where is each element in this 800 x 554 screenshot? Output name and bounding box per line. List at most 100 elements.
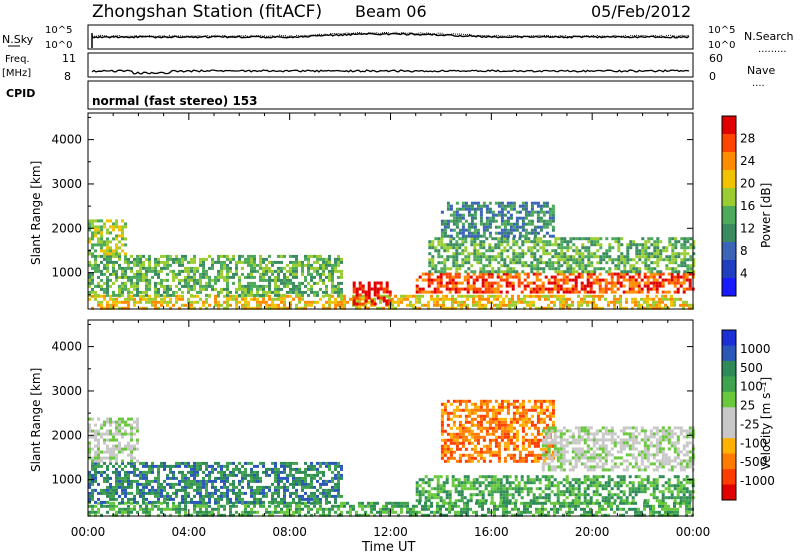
data-pixel <box>367 513 370 517</box>
data-pixel <box>103 263 106 267</box>
data-pixel <box>166 293 169 297</box>
data-pixel <box>664 303 667 307</box>
data-pixel <box>385 302 389 306</box>
data-pixel <box>556 284 560 288</box>
data-pixel <box>512 249 516 253</box>
data-pixel <box>205 293 208 297</box>
data-pixel <box>289 290 292 294</box>
data-pixel <box>442 303 445 307</box>
data-pixel <box>412 504 415 508</box>
data-pixel <box>298 306 301 310</box>
data-pixel <box>670 303 673 307</box>
data-pixel <box>631 290 635 294</box>
data-pixel <box>379 287 383 291</box>
data-pixel <box>455 264 459 268</box>
data-pixel <box>467 414 471 418</box>
data-pixel <box>301 297 304 301</box>
data-pixel <box>106 476 109 480</box>
data-pixel <box>587 240 591 244</box>
data-pixel <box>268 467 271 471</box>
data-pixel <box>217 278 220 282</box>
data-pixel <box>536 261 540 265</box>
data-pixel <box>584 246 588 250</box>
data-pixel <box>214 497 217 501</box>
data-pixel <box>470 435 474 439</box>
data-pixel <box>211 494 214 498</box>
data-pixel <box>103 252 106 256</box>
data-pixel <box>467 222 471 226</box>
data-pixel <box>223 491 226 495</box>
data-pixel <box>464 447 468 451</box>
data-pixel <box>509 429 513 433</box>
data-pixel <box>202 494 205 498</box>
data-pixel <box>539 432 543 436</box>
data-pixel <box>322 290 325 294</box>
data-pixel <box>622 275 626 279</box>
data-pixel <box>679 504 682 508</box>
data-pixel <box>605 237 609 241</box>
data-pixel <box>500 219 504 223</box>
data-pixel <box>115 234 118 238</box>
data-pixel <box>440 408 444 412</box>
data-pixel <box>130 435 133 439</box>
data-pixel <box>646 501 649 505</box>
data-pixel <box>187 491 190 495</box>
data-pixel <box>208 284 211 288</box>
data-pixel <box>620 261 624 265</box>
data-pixel <box>473 201 477 205</box>
data-pixel <box>157 306 160 310</box>
data-pixel <box>169 269 172 273</box>
data-pixel <box>466 272 470 276</box>
data-pixel <box>157 287 160 291</box>
data-pixel <box>238 281 241 285</box>
data-pixel <box>178 513 181 517</box>
data-pixel <box>202 272 205 276</box>
data-pixel <box>659 252 663 256</box>
data-pixel <box>566 267 570 271</box>
data-pixel <box>124 476 127 480</box>
data-pixel <box>181 488 184 492</box>
data-pixel <box>154 300 157 304</box>
data-pixel <box>421 278 425 282</box>
data-pixel <box>193 294 196 298</box>
data-pixel <box>538 513 541 517</box>
data-pixel <box>607 303 610 307</box>
data-pixel <box>476 408 480 412</box>
data-pixel <box>367 306 370 310</box>
data-pixel <box>589 272 593 276</box>
data-pixel <box>163 294 166 298</box>
data-pixel <box>578 252 582 256</box>
data-pixel <box>542 201 546 205</box>
data-pixel <box>466 306 469 310</box>
data-pixel <box>343 297 346 301</box>
data-pixel <box>461 423 465 427</box>
data-pixel <box>100 294 103 298</box>
data-pixel <box>461 261 465 265</box>
data-pixel <box>199 272 202 276</box>
data-pixel <box>304 290 307 294</box>
data-pixel <box>124 284 127 288</box>
data-pixel <box>673 501 676 505</box>
data-pixel <box>298 513 301 517</box>
data-pixel <box>586 284 590 288</box>
data-pixel <box>226 266 229 270</box>
data-pixel <box>202 461 205 465</box>
data-pixel <box>530 264 534 268</box>
data-pixel <box>325 497 328 501</box>
data-pixel <box>169 257 172 261</box>
data-pixel <box>169 513 172 517</box>
data-pixel <box>551 264 555 268</box>
data-pixel <box>475 510 478 514</box>
data-pixel <box>169 470 172 474</box>
data-pixel <box>250 287 253 291</box>
data-pixel <box>581 264 585 268</box>
data-pixel <box>268 269 271 273</box>
data-pixel <box>574 504 577 508</box>
data-pixel <box>307 507 310 511</box>
data-pixel <box>541 284 545 288</box>
data-pixel <box>88 263 91 267</box>
data-pixel <box>217 464 220 468</box>
data-pixel <box>529 281 533 285</box>
data-pixel <box>343 501 346 505</box>
data-pixel <box>271 494 274 498</box>
